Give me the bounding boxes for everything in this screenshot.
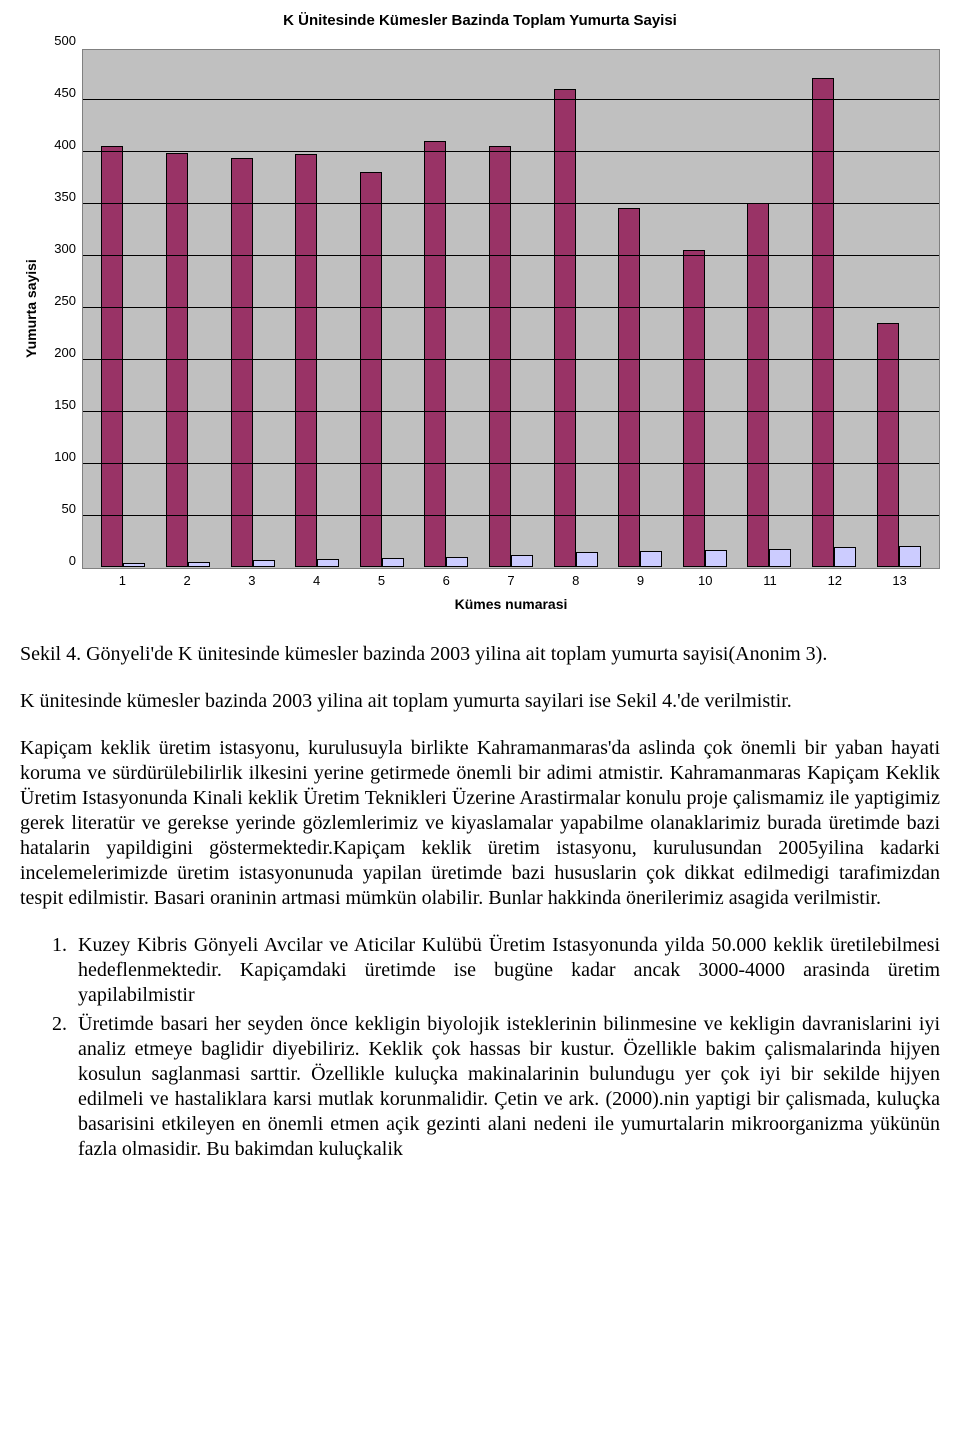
x-tick: 8 [554, 573, 598, 588]
chart-body: Yumurta sayisi 0501001502002503003504004… [20, 49, 940, 569]
bar-group [166, 153, 210, 567]
x-tick: 9 [619, 573, 663, 588]
bar-light [834, 547, 856, 567]
bar-main [747, 203, 769, 567]
bar-light [511, 555, 533, 567]
bar-group [360, 172, 404, 567]
x-tick: 13 [878, 573, 922, 588]
bar-main [489, 146, 511, 567]
bar-main [360, 172, 382, 567]
bar-light [446, 557, 468, 567]
paragraph-1: K ünitesinde kümesler bazinda 2003 yilin… [20, 689, 940, 714]
bar-light [769, 549, 791, 567]
gridline [83, 359, 939, 360]
egg-count-chart: K Ünitesinde Kümesler Bazinda Toplam Yum… [20, 12, 940, 612]
gridline [83, 203, 939, 204]
bar-light [317, 559, 339, 567]
x-tick: 2 [165, 573, 209, 588]
gridline [83, 307, 939, 308]
figure-caption: Sekil 4. Gönyeli'de K ünitesinde kümesle… [20, 642, 940, 667]
bar-light [705, 550, 727, 567]
bar-group [295, 154, 339, 567]
x-tick: 1 [100, 573, 144, 588]
bar-light [382, 558, 404, 567]
list-item: Kuzey Kibris Gönyeli Avcilar ve Aticilar… [72, 933, 940, 1008]
bar-light [899, 546, 921, 567]
x-tick: 12 [813, 573, 857, 588]
list-item: Üretimde basari her seyden önce kekligin… [72, 1012, 940, 1162]
gridline [83, 411, 939, 412]
bar-group [554, 89, 598, 567]
bar-main [295, 154, 317, 567]
bar-main [166, 153, 188, 567]
y-axis-label: Yumurta sayisi [20, 49, 42, 569]
bar-light [640, 551, 662, 567]
bar-light [123, 563, 145, 567]
bar-light [253, 560, 275, 567]
bars-row [83, 49, 939, 567]
bar-light [576, 552, 598, 567]
gridline [83, 99, 939, 100]
bar-main [618, 208, 640, 567]
bar-main [683, 250, 705, 567]
gridline [83, 255, 939, 256]
x-axis-ticks: 12345678910111213 [82, 573, 940, 588]
x-tick: 4 [295, 573, 339, 588]
gridline [83, 463, 939, 464]
x-tick: 6 [424, 573, 468, 588]
chart-title: K Ünitesinde Kümesler Bazinda Toplam Yum… [20, 12, 940, 29]
x-axis-label: Kümes numarasi [82, 596, 940, 612]
bar-group [231, 158, 275, 567]
bar-group [424, 141, 468, 567]
bar-main [554, 89, 576, 567]
plot-area [82, 49, 940, 569]
bar-group [618, 208, 662, 567]
bar-main [101, 146, 123, 567]
bar-group [101, 146, 145, 567]
bar-main [424, 141, 446, 567]
bar-main [231, 158, 253, 567]
gridline [83, 515, 939, 516]
bar-group [683, 250, 727, 567]
x-tick: 7 [489, 573, 533, 588]
x-tick: 10 [683, 573, 727, 588]
recommendations-list: Kuzey Kibris Gönyeli Avcilar ve Aticilar… [20, 933, 940, 1162]
bar-group [747, 203, 791, 567]
gridline [83, 151, 939, 152]
x-tick: 11 [748, 573, 792, 588]
document-body: Sekil 4. Gönyeli'de K ünitesinde kümesle… [20, 642, 940, 1162]
paragraph-2: Kapiçam keklik üretim istasyonu, kurulus… [20, 736, 940, 911]
bar-light [188, 562, 210, 567]
x-tick: 5 [359, 573, 403, 588]
y-axis-ticks: 050100150200250300350400450500 [42, 41, 82, 561]
bar-group [489, 146, 533, 567]
x-tick: 3 [230, 573, 274, 588]
